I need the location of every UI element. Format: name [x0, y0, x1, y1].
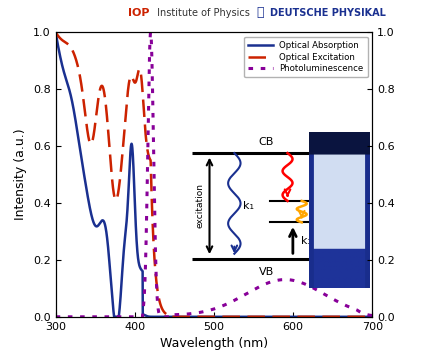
- Optical Excitation: [370, 315, 375, 319]
- Line: Optical Absorption: Optical Absorption: [56, 32, 372, 317]
- Optical Absorption: [199, 315, 204, 319]
- Optical Excitation: [69, 47, 74, 51]
- Photoluminescence: [370, 314, 375, 318]
- Photoluminescence: [148, 30, 153, 35]
- Optical Absorption: [207, 315, 212, 319]
- Photoluminescence: [361, 311, 366, 316]
- Optical Absorption: [303, 315, 308, 319]
- Optical Absorption: [361, 315, 366, 319]
- Photoluminescence: [207, 308, 212, 312]
- Optical Absorption: [53, 30, 58, 35]
- Optical Absorption: [370, 315, 375, 319]
- Text: IOP: IOP: [128, 8, 150, 18]
- Optical Absorption: [112, 315, 117, 319]
- Photoluminescence: [53, 315, 58, 319]
- Optical Excitation: [168, 315, 173, 319]
- Text: Institute of Physics: Institute of Physics: [154, 8, 250, 18]
- Text: ⓓ: ⓓ: [257, 6, 265, 19]
- Optical Excitation: [361, 315, 366, 319]
- Line: Optical Excitation: Optical Excitation: [56, 32, 372, 317]
- Photoluminescence: [361, 311, 366, 316]
- Y-axis label: Intensity (a.u.): Intensity (a.u.): [15, 129, 27, 220]
- Photoluminescence: [69, 315, 74, 319]
- Optical Excitation: [53, 30, 58, 35]
- Photoluminescence: [199, 310, 204, 314]
- Optical Excitation: [303, 315, 308, 319]
- Optical Absorption: [361, 315, 366, 319]
- Optical Absorption: [69, 98, 74, 102]
- Text: DEUTSCHE PHYSIKAL: DEUTSCHE PHYSIKAL: [270, 8, 386, 18]
- Photoluminescence: [303, 282, 308, 286]
- X-axis label: Wavelength (nm): Wavelength (nm): [160, 337, 268, 350]
- Legend: Optical Absorption, Optical Excitation, Photoluminescence: Optical Absorption, Optical Excitation, …: [244, 37, 368, 77]
- Optical Excitation: [207, 315, 212, 319]
- Line: Photoluminescence: Photoluminescence: [56, 32, 372, 317]
- Optical Excitation: [361, 315, 366, 319]
- Optical Excitation: [199, 315, 204, 319]
